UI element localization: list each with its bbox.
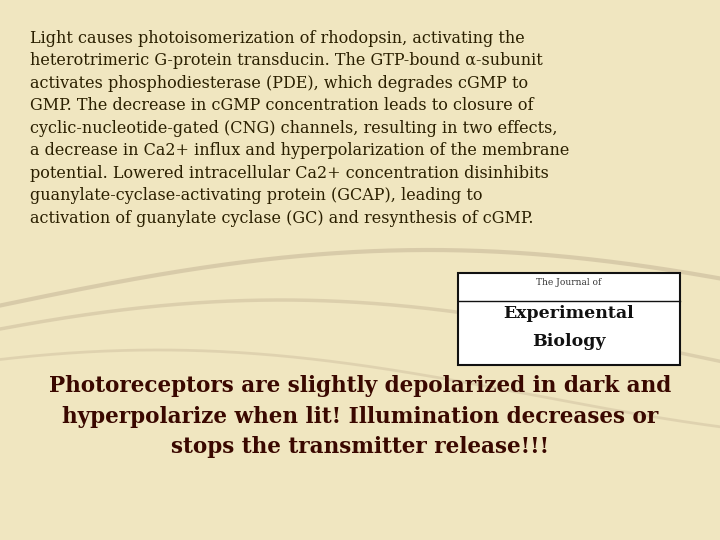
Text: Experimental: Experimental <box>503 305 634 322</box>
Bar <box>458 273 680 365</box>
Text: The Journal of: The Journal of <box>536 278 602 287</box>
Text: Biology: Biology <box>532 333 606 350</box>
Text: Light causes photoisomerization of rhodopsin, activating the
heterotrimeric G-pr: Light causes photoisomerization of rhodo… <box>30 30 570 227</box>
Text: Photoreceptors are slightly depolarized in dark and
hyperpolarize when lit! Illu: Photoreceptors are slightly depolarized … <box>49 375 671 458</box>
